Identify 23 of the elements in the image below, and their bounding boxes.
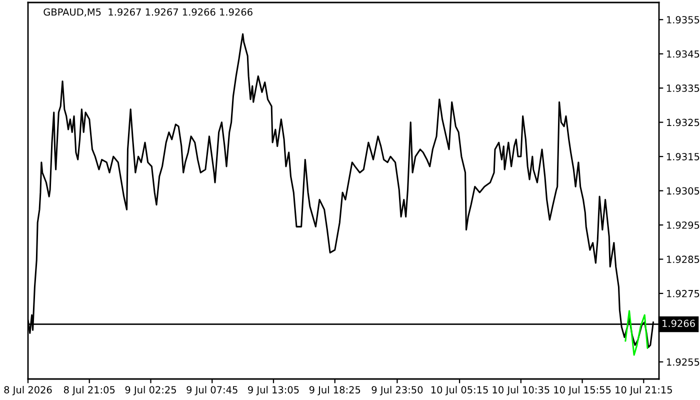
x-tick-label: 9 Jul 18:25 (309, 386, 360, 396)
x-tick-label: 9 Jul 02:25 (125, 386, 176, 396)
x-tick-label: 10 Jul 10:35 (492, 386, 550, 396)
y-tick-label: 1.9305 (667, 187, 700, 195)
y-tick-label: 1.9345 (667, 50, 700, 58)
y-tick-label: 1.9335 (667, 84, 700, 92)
x-tick-label: 10 Jul 21:15 (616, 386, 672, 396)
y-tick-label: 1.9295 (667, 221, 700, 229)
y-tick-label: 1.9325 (667, 118, 700, 126)
x-tick-label: 10 Jul 05:15 (431, 386, 488, 396)
x-tick-label: 9 Jul 07:45 (186, 386, 238, 396)
y-tick-label: 1.9275 (667, 290, 700, 298)
y-tick-label: 1.9255 (667, 358, 700, 366)
text: GBPAUD,M5 1.9267 1.9267 1.9266 1.9266 (44, 8, 252, 17)
y-tick-label: 1.9315 (667, 153, 700, 160)
x-tick-label: 8 Jul 21:05 (64, 386, 115, 396)
y-tick-label: 1.9355 (667, 16, 700, 24)
y-tick-label: 1.9285 (667, 256, 700, 264)
x-tick-label: 9 Jul 23:50 (372, 386, 423, 396)
ref-line-label: 1.9266 (662, 320, 695, 328)
x-tick-label: 9 Jul 13:05 (248, 386, 299, 396)
x-tick-label: 10 Jul 15:55 (554, 386, 611, 396)
x-tick-label: 8 Jul 2026 (4, 386, 52, 396)
